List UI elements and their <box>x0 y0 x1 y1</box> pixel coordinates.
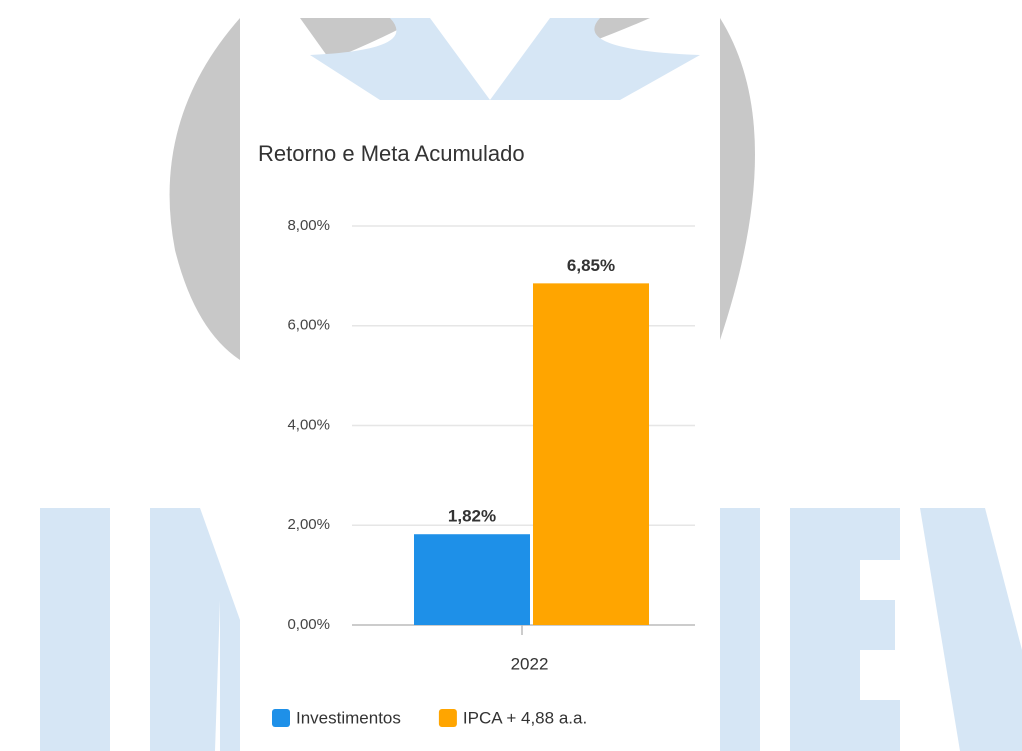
bar <box>533 283 649 625</box>
watermark-shape <box>310 18 490 100</box>
y-tick-label: 6,00% <box>287 317 330 334</box>
legend-label: Investimentos <box>296 708 401 727</box>
watermark-shape <box>720 18 755 340</box>
chart-title: Retorno e Meta Acumulado <box>258 141 525 166</box>
y-tick-label: 8,00% <box>287 217 330 234</box>
y-tick-label: 2,00% <box>287 516 330 533</box>
watermark-shape <box>720 508 760 751</box>
y-tick-label: 0,00% <box>287 616 330 633</box>
watermark <box>40 18 1022 751</box>
legend-swatch <box>438 709 457 727</box>
watermark-shape <box>790 508 900 751</box>
legend-swatch <box>272 709 290 727</box>
watermark-shape <box>300 18 420 60</box>
y-tick-label: 4,00% <box>287 416 330 433</box>
watermark-shape <box>490 18 700 100</box>
data-label: 6,85% <box>567 256 615 275</box>
watermark-shape <box>150 508 240 751</box>
watermark-shape <box>169 18 240 360</box>
bar <box>414 534 530 625</box>
x-tick-label: 2022 <box>511 654 549 673</box>
watermark-shape <box>40 508 110 751</box>
legend-label: IPCA + 4,88 a.a. <box>463 708 587 727</box>
watermark-shape <box>920 508 1022 751</box>
data-label: 1,82% <box>448 507 496 526</box>
